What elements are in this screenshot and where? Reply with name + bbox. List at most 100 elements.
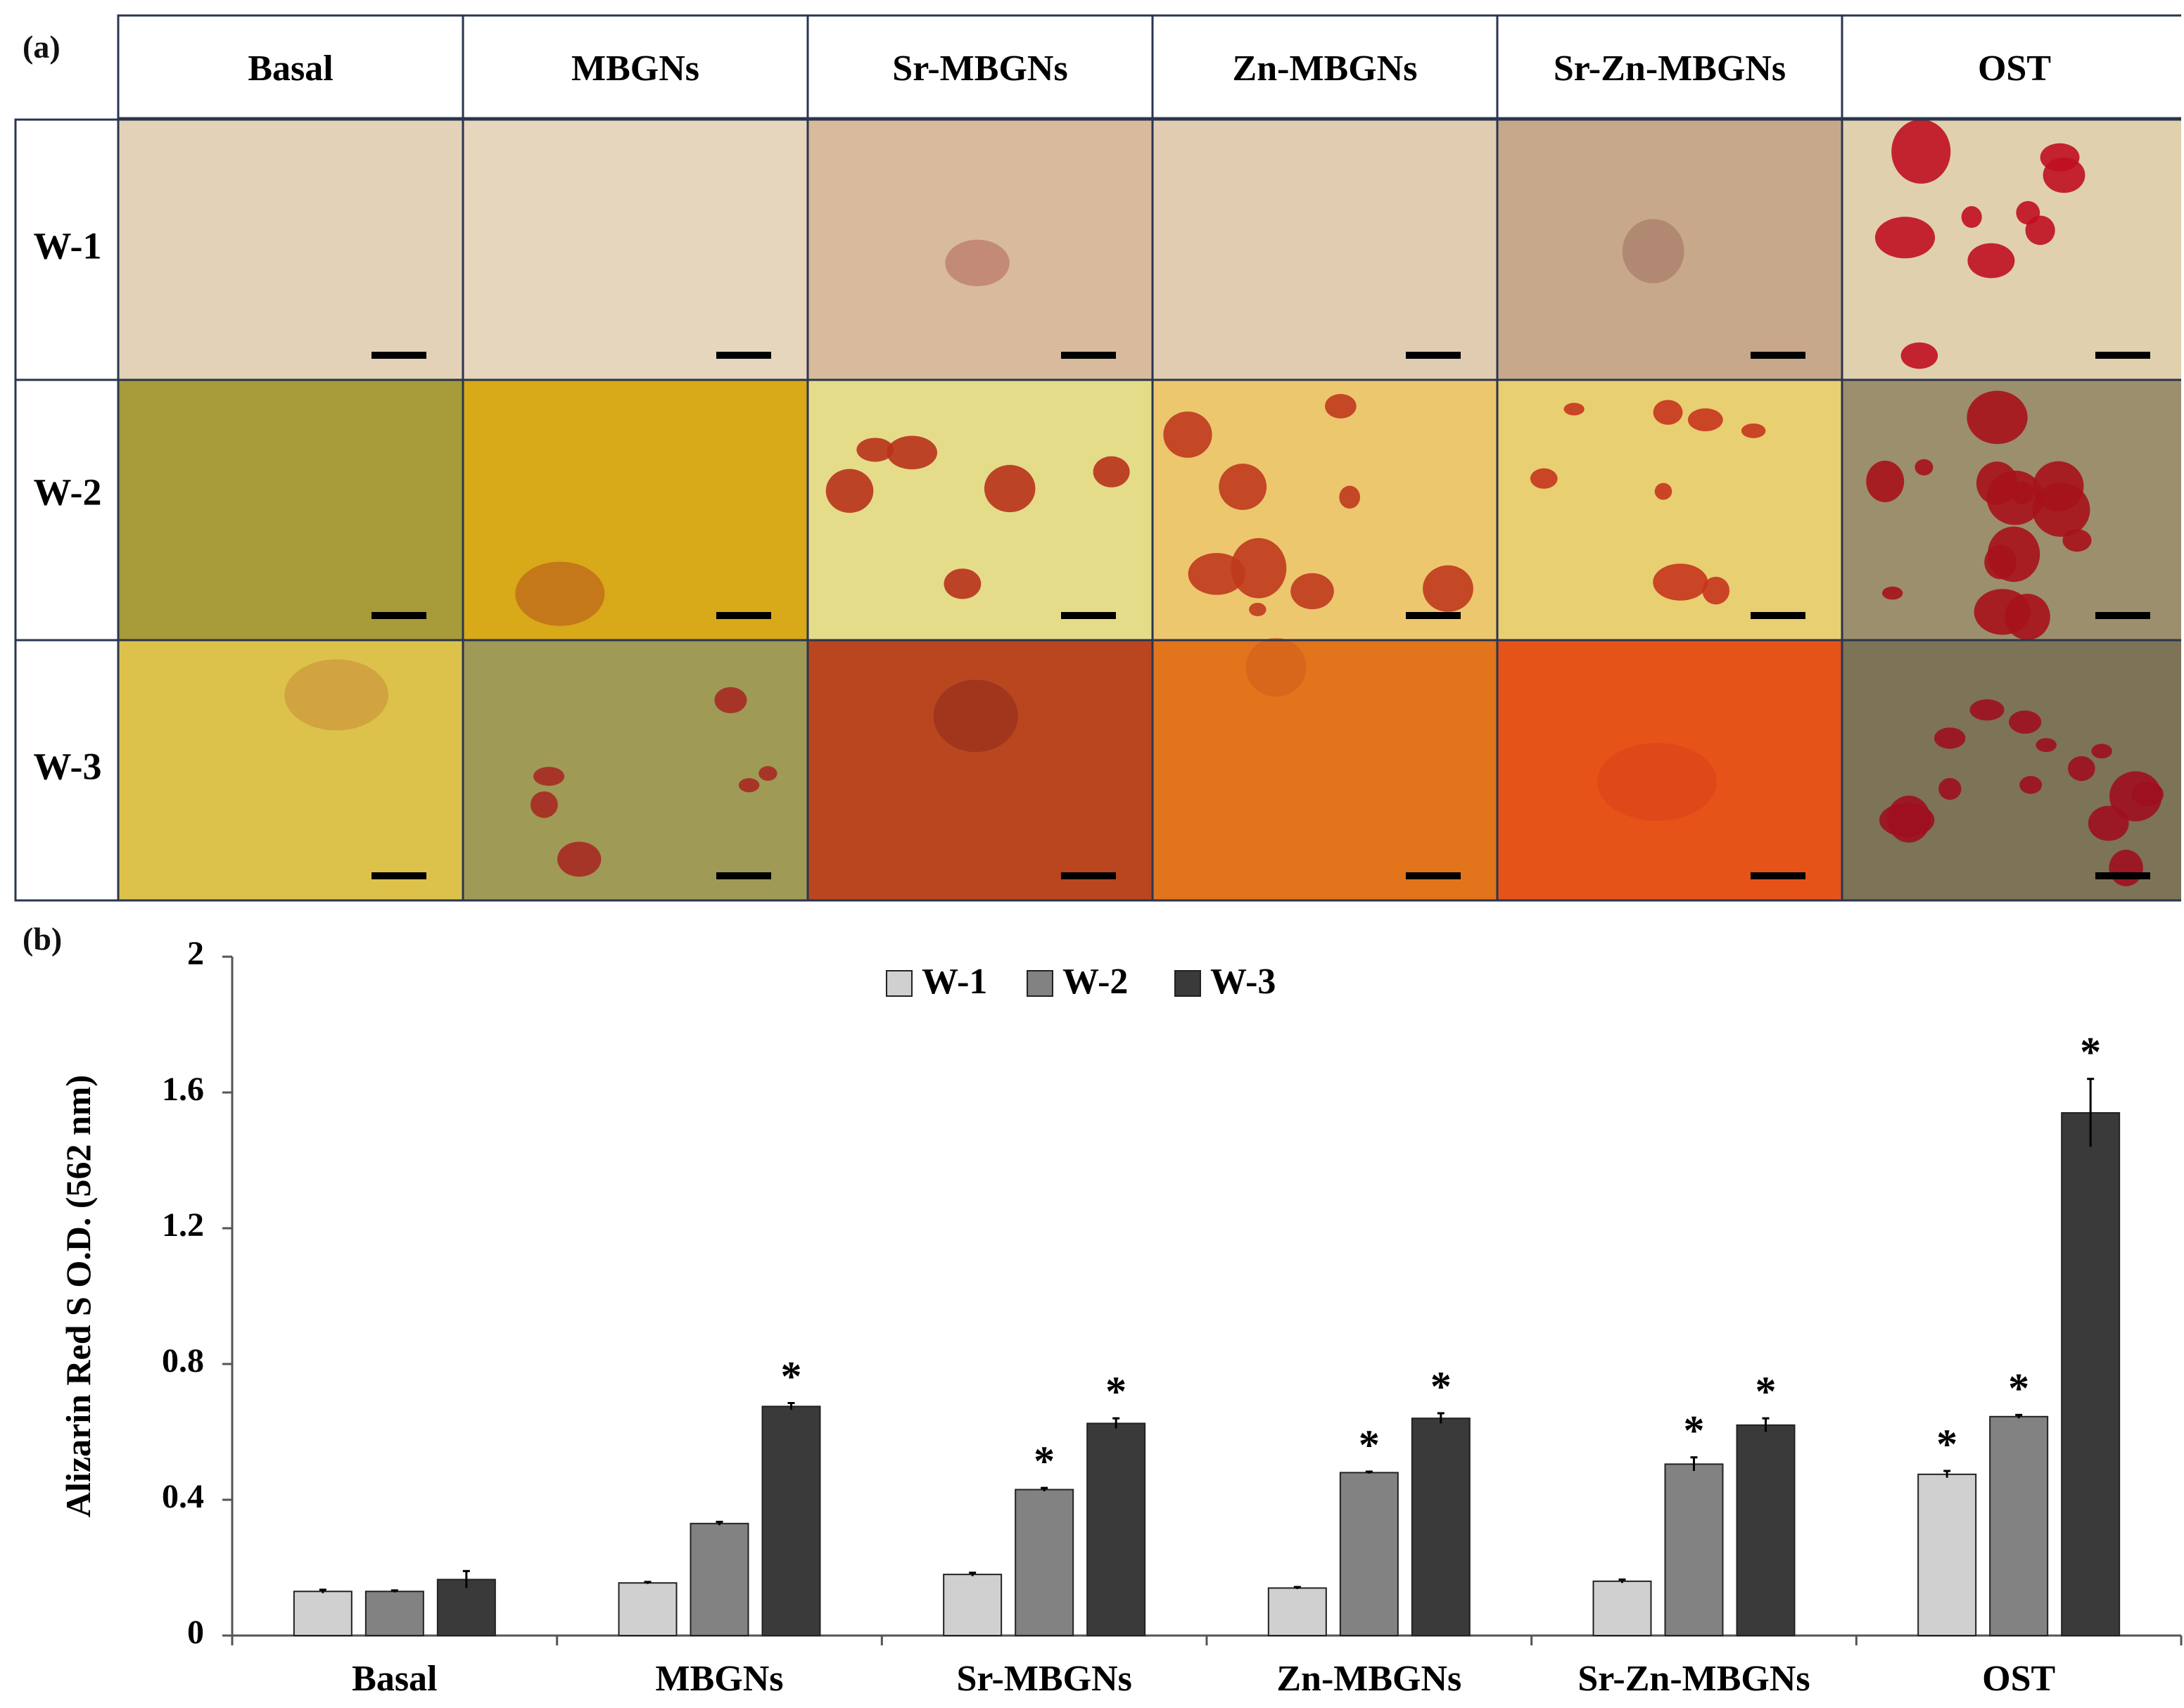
micrograph-shading: [808, 380, 1153, 640]
micrograph-w-3-sr-mbgns: [808, 640, 1153, 900]
mineral-nodule: [1874, 217, 1936, 259]
micrograph-w-3-ost: [1842, 640, 2184, 900]
mineral-nodule: [515, 561, 605, 626]
micrograph-shading: [1153, 120, 1497, 380]
micrograph-w-1-ost: [1842, 119, 2184, 380]
mineral-nodule: [1987, 526, 2040, 582]
bar-w-2-sr-zn-mbgns: [1664, 1463, 1724, 1637]
mineral-nodule: [1986, 470, 2044, 525]
mineral-nodule: [1188, 553, 1245, 595]
bar-w-3-sr-mbgns: [1086, 1422, 1146, 1636]
micrograph-shading: [118, 380, 463, 640]
scale-bar: [2095, 612, 2150, 619]
mineral-nodule: [530, 791, 558, 818]
column-header-cell: [117, 14, 464, 120]
scale-bar: [1751, 612, 1805, 619]
column-header-cell: [1496, 14, 1843, 120]
y-axis-label: Alizarin Red S O.D. (562 nm): [58, 1075, 98, 1517]
legend-label-w-2: W-2: [1062, 962, 1128, 1002]
significance-asterisk: *: [1684, 1408, 1705, 1454]
scale-bar: [372, 352, 426, 359]
panel-b-label: (b): [23, 921, 63, 957]
bar-w-2-sr-mbgns: [1015, 1489, 1074, 1637]
scale-bar: [2095, 352, 2150, 359]
mineral-nodule: [1219, 464, 1267, 510]
mineral-nodule: [2009, 710, 2042, 734]
micrograph-shading: [1153, 640, 1497, 900]
significance-asterisk: *: [781, 1353, 802, 1399]
mineral-nodule: [2091, 744, 2112, 759]
mineral-nodule: [2067, 756, 2095, 782]
mineral-nodule: [1339, 485, 1361, 509]
mineral-nodule: [2131, 782, 2164, 807]
legend-swatch-w-2: [1027, 970, 1053, 997]
micrograph-w-2-sr-mbgns: [808, 380, 1153, 640]
mineral-nodule: [1891, 119, 1951, 184]
mineral-nodule: [1741, 423, 1766, 438]
bar-w-3-mbgns: [761, 1406, 821, 1636]
mineral-nodule: [1325, 394, 1357, 419]
column-header-sr-zn-mbgns: Sr-Zn-MBGNs: [1554, 49, 1786, 89]
micrograph-w-3-basal: [118, 640, 463, 900]
micrograph-w-2-basal: [118, 380, 463, 640]
significance-asterisk: *: [1756, 1368, 1777, 1415]
y-tick-label: 1.6: [162, 1071, 204, 1108]
x-tick-label: Sr-Zn-MBGNs: [1577, 1659, 1810, 1699]
x-tick-label: Zn-MBGNs: [1276, 1659, 1461, 1699]
micrograph-grid: Basal MBGNs Sr-MBGNs Zn-MBGNs Sr-Zn-MBGNs OST…: [14, 14, 2184, 902]
significance-asterisk: *: [1430, 1363, 1452, 1410]
mineral-nodule: [1900, 342, 1938, 369]
bar-w-2-mbgns: [690, 1522, 749, 1637]
mineral-nodule: [1938, 777, 1962, 800]
significance-asterisk: *: [2008, 1365, 2029, 1411]
mineral-nodule: [1231, 537, 1287, 599]
scale-bar: [1061, 612, 1116, 619]
legend-swatch-w-3: [1174, 970, 1201, 997]
micrograph-w-1-zn-mbgns: [1153, 120, 1497, 380]
mineral-nodule: [1934, 727, 1966, 749]
y-tick-label: 0.8: [162, 1342, 204, 1379]
scale-bar: [2095, 872, 2150, 879]
bar-w-1-mbgns: [618, 1582, 678, 1637]
micrograph-w-3-mbgns: [463, 640, 808, 900]
scale-bar: [1061, 352, 1116, 359]
mineral-nodule: [1654, 483, 1672, 500]
column-header-zn-mbgns: Zn-MBGNs: [1233, 49, 1418, 89]
micrograph-shading: [463, 120, 808, 380]
micrograph-w-1-basal: [118, 120, 463, 380]
bar-w-3-sr-zn-mbgns: [1736, 1424, 1796, 1636]
scale-bar: [1406, 352, 1461, 359]
micrograph-shading: [463, 640, 808, 900]
mineral-nodule: [1653, 563, 1708, 601]
mineral-nodule: [1969, 699, 2005, 721]
mineral-nodule: [1622, 219, 1684, 283]
y-tick-label: 2: [187, 935, 204, 972]
significance-asterisk: *: [2080, 1029, 2101, 1076]
bar-chart: 0 0.4 0.8 1.2 1.6 2 Alizarin Red S O.D. (562 n…: [58, 935, 2183, 1699]
micrograph-w-3-sr-zn-mbgns: [1497, 640, 1842, 900]
row-label-w-2: W-2: [34, 471, 102, 513]
bar-w-2-basal: [364, 1591, 424, 1637]
bar-w-2-ost: [1989, 1415, 2049, 1636]
micrograph-w-1-sr-zn-mbgns: [1497, 120, 1842, 380]
column-header-mbgns: MBGNs: [571, 49, 699, 89]
mineral-nodule: [1887, 796, 1931, 843]
mineral-nodule: [945, 239, 1010, 286]
bar-w-3-basal: [436, 1579, 496, 1637]
legend-label-w-3: W-3: [1210, 962, 1276, 1002]
mineral-nodule: [984, 464, 1036, 513]
x-tick-label: Sr-MBGNs: [956, 1659, 1131, 1699]
mineral-nodule: [2109, 849, 2143, 886]
mineral-nodule: [1967, 390, 2028, 445]
scale-bar: [1406, 612, 1461, 619]
scale-bar: [716, 352, 771, 359]
scale-bar: [1751, 872, 1805, 879]
scale-bar: [1061, 872, 1116, 879]
column-header-ost: OST: [1978, 49, 2051, 89]
column-header-cell: [1151, 14, 1499, 120]
bar-w-3-ost: [2061, 1111, 2121, 1636]
micrograph-shading: [463, 380, 808, 640]
micrograph-w-1-sr-mbgns: [808, 120, 1153, 380]
scale-bar: [1751, 352, 1805, 359]
mineral-nodule: [2033, 461, 2084, 512]
